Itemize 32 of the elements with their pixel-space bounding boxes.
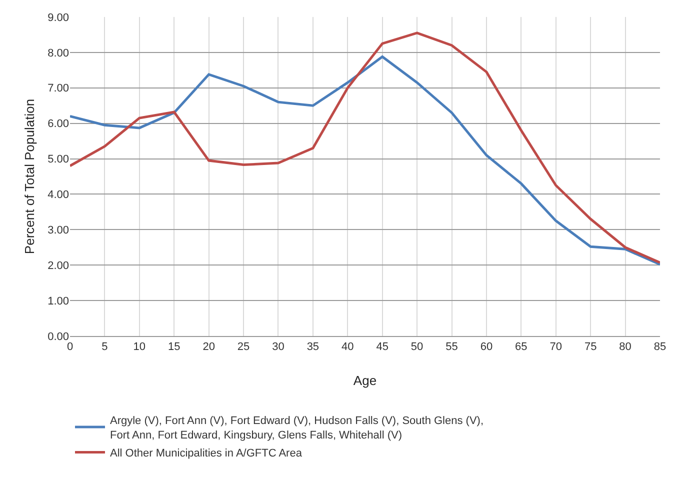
x-tick-label: 55 bbox=[446, 341, 458, 354]
y-tick-label: 4.00 bbox=[48, 189, 69, 202]
x-tick-label: 30 bbox=[272, 341, 284, 354]
y-axis-title: Percent of Total Population bbox=[22, 98, 37, 254]
y-tick-label: 1.00 bbox=[48, 295, 69, 308]
x-tick-label: 85 bbox=[654, 341, 666, 354]
legend-label: Argyle (V), Fort Ann (V), Fort Edward (V), Hudson Falls (V), South Glens (V), Fort Ann, Fort Edward, Kingsbury, Glens Falls, Whitehall (V) bbox=[110, 415, 484, 442]
x-tick-label: 40 bbox=[342, 341, 354, 354]
y-tick-label: 5.00 bbox=[48, 154, 69, 166]
y-tick-label: 8.00 bbox=[48, 47, 69, 60]
x-tick-label: 45 bbox=[376, 341, 388, 354]
y-tick-label: 7.00 bbox=[48, 82, 69, 95]
x-tick-label: 50 bbox=[410, 341, 424, 354]
x-tick-label: 0 bbox=[66, 341, 74, 354]
x-tick-label: 65 bbox=[515, 341, 528, 354]
x-tick-label: 80 bbox=[619, 341, 632, 354]
x-axis-title: Age bbox=[353, 373, 377, 388]
x-tick-label: 70 bbox=[550, 341, 562, 354]
y-tick-label: 3.00 bbox=[48, 224, 69, 237]
y-tick-label: 0.00 bbox=[48, 330, 69, 343]
y-tick-label: 6.00 bbox=[48, 118, 69, 130]
y-tick-label: 2.00 bbox=[48, 260, 69, 272]
legend-label: All Other Municipalities in A/GFTC Area bbox=[110, 448, 303, 460]
x-tick-label: 60 bbox=[480, 341, 493, 354]
x-tick-label: 75 bbox=[584, 341, 597, 354]
y-tick-label: 9.00 bbox=[48, 12, 69, 24]
x-tick-label: 15 bbox=[168, 341, 180, 354]
x-tick-label: 20 bbox=[202, 341, 215, 354]
x-tick-label: 35 bbox=[306, 341, 320, 354]
x-tick-label: 5 bbox=[102, 341, 108, 354]
x-tick-label: 10 bbox=[133, 341, 146, 354]
x-tick-label: 25 bbox=[237, 341, 250, 354]
